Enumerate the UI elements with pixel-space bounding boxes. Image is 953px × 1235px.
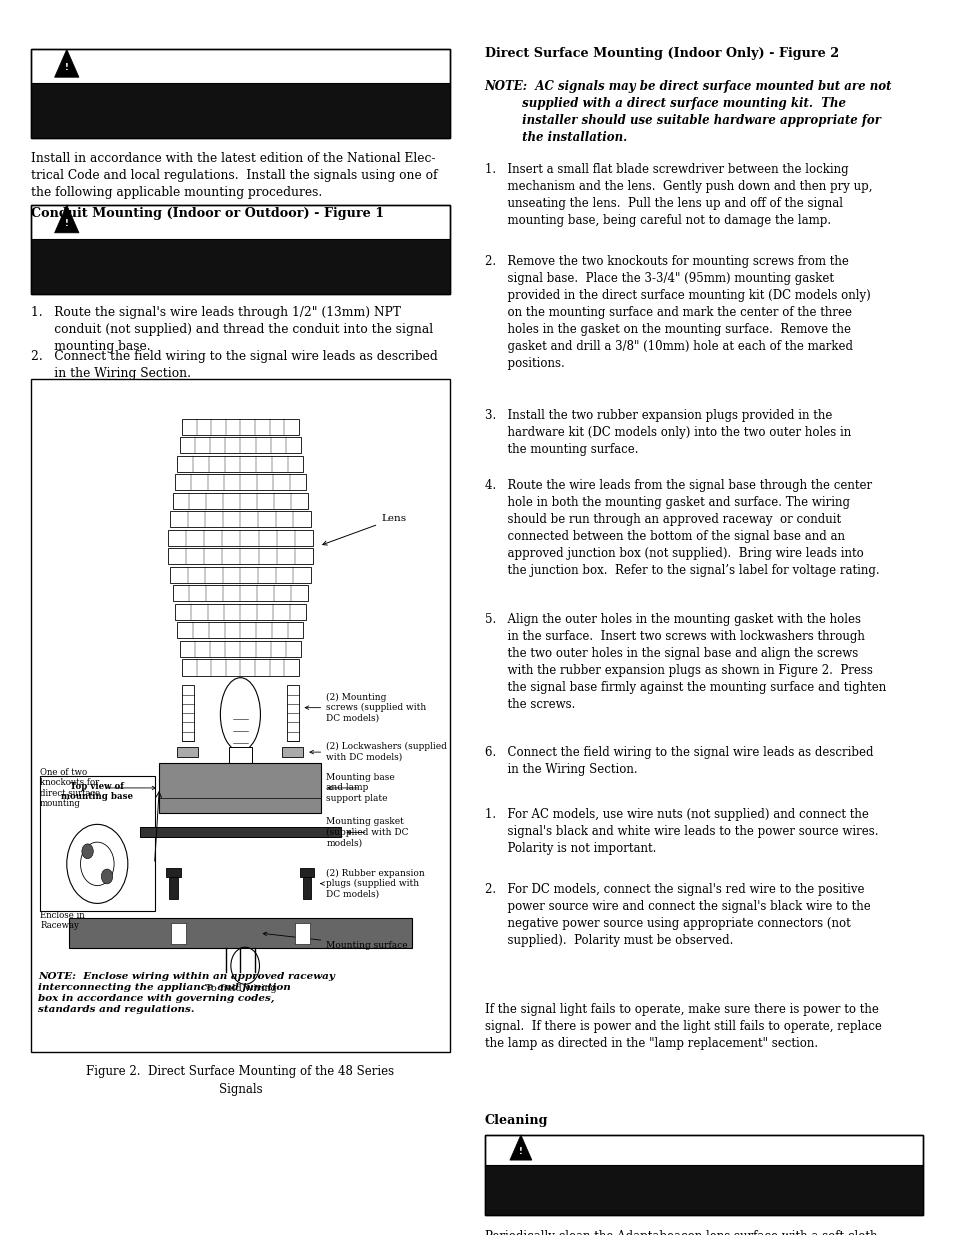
FancyBboxPatch shape xyxy=(177,622,303,638)
FancyBboxPatch shape xyxy=(172,585,308,601)
Text: Mounting base
and lamp
support plate: Mounting base and lamp support plate xyxy=(326,773,395,803)
FancyBboxPatch shape xyxy=(40,776,154,911)
FancyBboxPatch shape xyxy=(170,511,311,527)
FancyBboxPatch shape xyxy=(282,747,303,757)
Text: Signals: Signals xyxy=(218,1083,262,1097)
Text: (2) Lockwashers (supplied
with DC models): (2) Lockwashers (supplied with DC models… xyxy=(310,742,447,762)
Text: !: ! xyxy=(65,219,69,227)
FancyBboxPatch shape xyxy=(159,763,321,813)
FancyBboxPatch shape xyxy=(229,747,252,774)
Circle shape xyxy=(82,844,93,858)
Text: Mounting surface: Mounting surface xyxy=(263,932,408,950)
Circle shape xyxy=(101,869,112,884)
Text: 1.   Route the signal's wire leads through 1/2" (13mm) NPT
      conduit (not su: 1. Route the signal's wire leads through… xyxy=(30,306,433,353)
Text: NOTE:  Enclose wiring within an approved raceway
interconnecting the appliance a: NOTE: Enclose wiring within an approved … xyxy=(38,972,335,1014)
Text: 2.   For DC models, connect the signal's red wire to the positive
      power so: 2. For DC models, connect the signal's r… xyxy=(484,883,869,947)
Text: !: ! xyxy=(518,1147,522,1156)
FancyBboxPatch shape xyxy=(287,685,298,741)
Text: Mounting gasket
(supplied with DC
models): Mounting gasket (supplied with DC models… xyxy=(326,818,408,847)
Polygon shape xyxy=(54,49,79,78)
Text: 1.   For AC models, use wire nuts (not supplied) and connect the
      signal's : 1. For AC models, use wire nuts (not sup… xyxy=(484,808,877,855)
Text: 1.   Insert a small flat blade screwdriver between the locking
      mechanism a: 1. Insert a small flat blade screwdriver… xyxy=(484,163,871,227)
Text: Cleaning: Cleaning xyxy=(484,1114,548,1128)
FancyBboxPatch shape xyxy=(168,548,313,564)
Text: Top view of
mounting base: Top view of mounting base xyxy=(61,782,133,802)
FancyBboxPatch shape xyxy=(182,419,298,435)
FancyBboxPatch shape xyxy=(30,379,450,1052)
FancyBboxPatch shape xyxy=(484,1166,923,1215)
FancyBboxPatch shape xyxy=(170,877,177,899)
Text: One of two
knockouts for
direct surface
mounting: One of two knockouts for direct surface … xyxy=(40,768,155,808)
FancyBboxPatch shape xyxy=(30,238,450,294)
Ellipse shape xyxy=(220,678,260,751)
Text: To field wiring: To field wiring xyxy=(204,984,276,993)
Text: 3.   Install the two rubber expansion plugs provided in the
      hardware kit (: 3. Install the two rubber expansion plug… xyxy=(484,409,850,456)
Text: Direct Surface Mounting (Indoor Only) - Figure 2: Direct Surface Mounting (Indoor Only) - … xyxy=(484,47,838,61)
Text: Figure 2.  Direct Surface Mounting of the 48 Series: Figure 2. Direct Surface Mounting of the… xyxy=(87,1065,394,1078)
FancyBboxPatch shape xyxy=(179,437,301,453)
Text: If the signal light fails to operate, make sure there is power to the
signal.  I: If the signal light fails to operate, ma… xyxy=(484,1003,881,1050)
FancyBboxPatch shape xyxy=(177,747,198,757)
Text: Periodically clean the Adaptabeacon lens surface with a soft cloth
or sponge and: Periodically clean the Adaptabeacon lens… xyxy=(484,1230,876,1235)
Text: 5.   Align the outer holes in the mounting gasket with the holes
      in the su: 5. Align the outer holes in the mounting… xyxy=(484,613,885,710)
FancyBboxPatch shape xyxy=(140,827,340,837)
FancyBboxPatch shape xyxy=(166,868,181,877)
Text: Enclose in
Raceway: Enclose in Raceway xyxy=(40,911,85,930)
Text: NOTE:  AC signals may be direct surface mounted but are not
         supplied wi: NOTE: AC signals may be direct surface m… xyxy=(484,80,891,144)
FancyBboxPatch shape xyxy=(30,49,450,138)
FancyBboxPatch shape xyxy=(182,659,298,676)
Text: 2.   Remove the two knockouts for mounting screws from the
      signal base.  P: 2. Remove the two knockouts for mounting… xyxy=(484,254,869,369)
Polygon shape xyxy=(509,1135,532,1160)
FancyBboxPatch shape xyxy=(484,1135,923,1215)
FancyBboxPatch shape xyxy=(30,83,450,138)
Text: (2) Mounting
screws (supplied with
DC models): (2) Mounting screws (supplied with DC mo… xyxy=(305,693,426,722)
Text: 2.   Connect the field wiring to the signal wire leads as described
      in the: 2. Connect the field wiring to the signa… xyxy=(30,350,436,379)
FancyBboxPatch shape xyxy=(174,474,306,490)
FancyBboxPatch shape xyxy=(171,923,186,944)
FancyBboxPatch shape xyxy=(172,493,308,509)
Text: Lens: Lens xyxy=(322,514,406,545)
Text: Conduit Mounting (Indoor or Outdoor) - Figure 1: Conduit Mounting (Indoor or Outdoor) - F… xyxy=(30,207,383,221)
FancyBboxPatch shape xyxy=(170,567,311,583)
FancyBboxPatch shape xyxy=(299,868,314,877)
Circle shape xyxy=(80,842,114,885)
FancyBboxPatch shape xyxy=(69,918,412,948)
FancyBboxPatch shape xyxy=(174,604,306,620)
Text: Install in accordance with the latest edition of the National Elec-
trical Code : Install in accordance with the latest ed… xyxy=(30,152,436,199)
Text: (2) Rubber expansion
plugs (supplied with
DC models): (2) Rubber expansion plugs (supplied wit… xyxy=(320,868,425,899)
Text: !: ! xyxy=(65,63,69,72)
FancyBboxPatch shape xyxy=(303,877,311,899)
FancyBboxPatch shape xyxy=(168,530,313,546)
FancyBboxPatch shape xyxy=(294,923,310,944)
FancyBboxPatch shape xyxy=(179,641,301,657)
Text: 6.   Connect the field wiring to the signal wire leads as described
      in the: 6. Connect the field wiring to the signa… xyxy=(484,746,872,776)
Polygon shape xyxy=(54,205,79,233)
FancyBboxPatch shape xyxy=(182,685,193,741)
FancyBboxPatch shape xyxy=(177,456,303,472)
FancyBboxPatch shape xyxy=(30,205,450,294)
Text: 4.   Route the wire leads from the signal base through the center
      hole in : 4. Route the wire leads from the signal … xyxy=(484,479,879,578)
